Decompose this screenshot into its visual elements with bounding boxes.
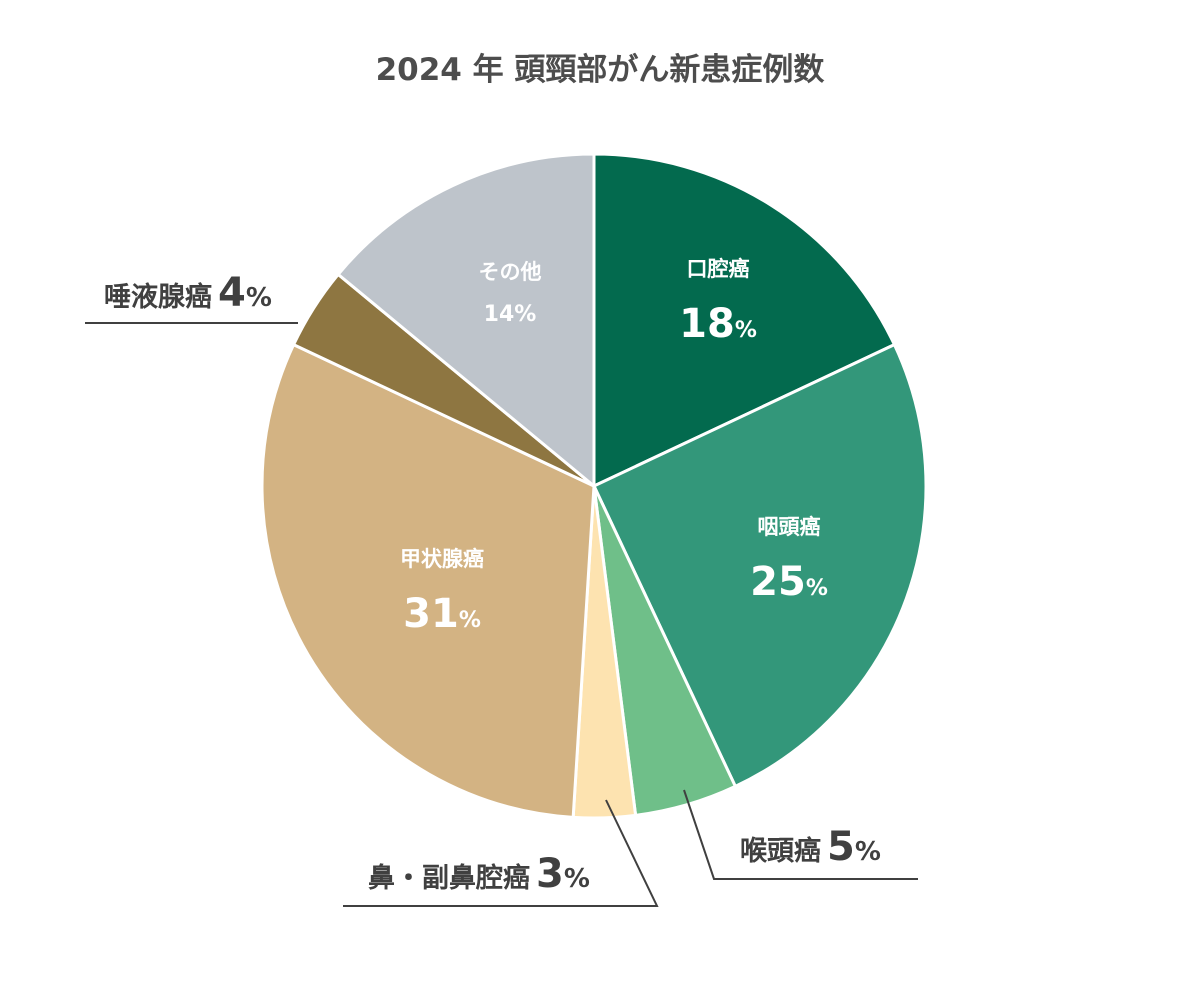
label-pharynx: 咽頭癌 25% <box>750 515 828 605</box>
label-nasal: 鼻・副鼻腔癌 3% <box>368 851 590 897</box>
label-salivary: 唾液腺癌 4% <box>104 270 272 316</box>
label-oral: 口腔癌 18% <box>679 257 757 347</box>
label-larynx: 喉頭癌 5% <box>740 824 881 870</box>
label-thyroid: 甲状腺癌 31% <box>400 547 484 637</box>
pie-slice-1 <box>592 342 928 789</box>
pie-slice-4 <box>260 342 596 819</box>
pie-slice-6 <box>336 152 596 490</box>
pie-slice-0 <box>592 152 897 489</box>
leader-line-nasal <box>343 799 659 907</box>
leader-lines <box>85 322 918 907</box>
chart-title: 2024 年 頭頸部がん新患症例数 <box>375 52 825 88</box>
label-other: その他 14% <box>478 260 542 327</box>
leader-line-larynx <box>683 789 918 880</box>
